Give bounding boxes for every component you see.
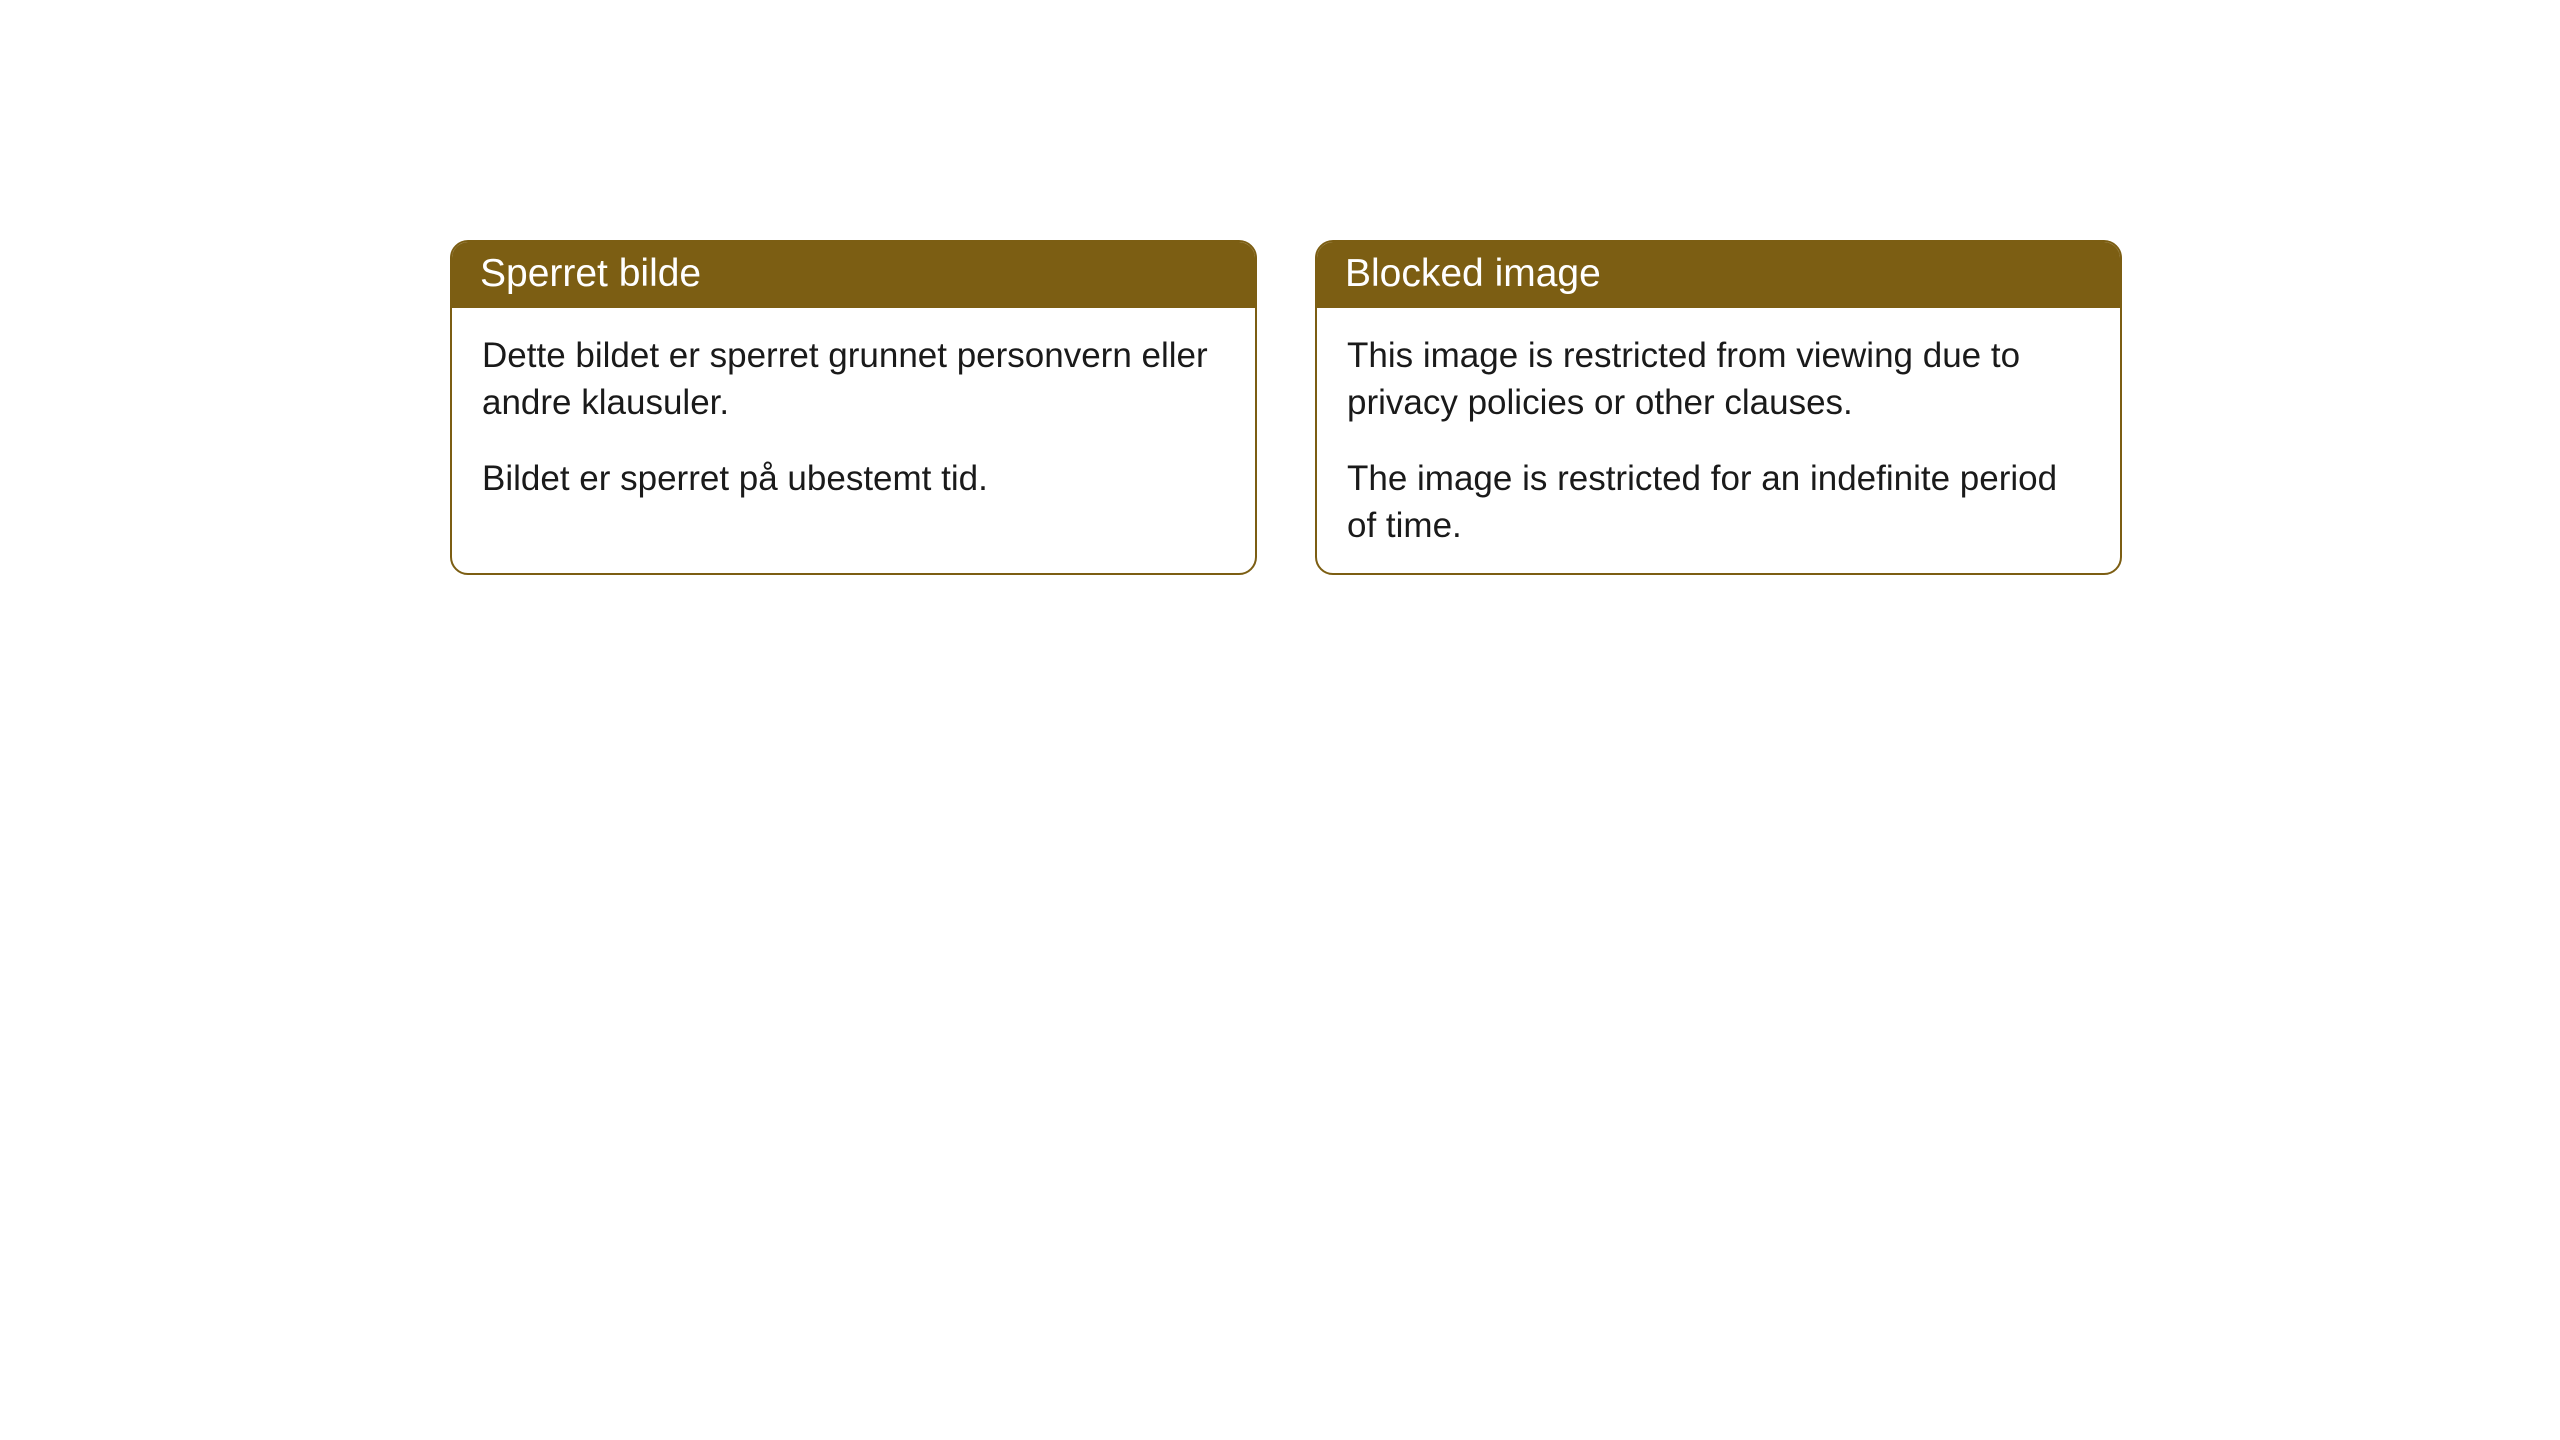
blocked-image-card-norwegian: Sperret bilde Dette bildet er sperret gr… — [450, 240, 1257, 575]
card-title: Sperret bilde — [480, 252, 701, 295]
card-paragraph: The image is restricted for an indefinit… — [1347, 455, 2090, 550]
notification-cards-container: Sperret bilde Dette bildet er sperret gr… — [450, 240, 2560, 575]
card-header-english: Blocked image — [1317, 242, 2120, 308]
card-header-norwegian: Sperret bilde — [452, 242, 1255, 308]
card-paragraph: Bildet er sperret på ubestemt tid. — [482, 455, 1225, 502]
card-paragraph: Dette bildet er sperret grunnet personve… — [482, 332, 1225, 427]
card-body-english: This image is restricted from viewing du… — [1317, 308, 2120, 573]
card-paragraph: This image is restricted from viewing du… — [1347, 332, 2090, 427]
card-body-norwegian: Dette bildet er sperret grunnet personve… — [452, 308, 1255, 542]
blocked-image-card-english: Blocked image This image is restricted f… — [1315, 240, 2122, 575]
card-title: Blocked image — [1345, 252, 1601, 295]
